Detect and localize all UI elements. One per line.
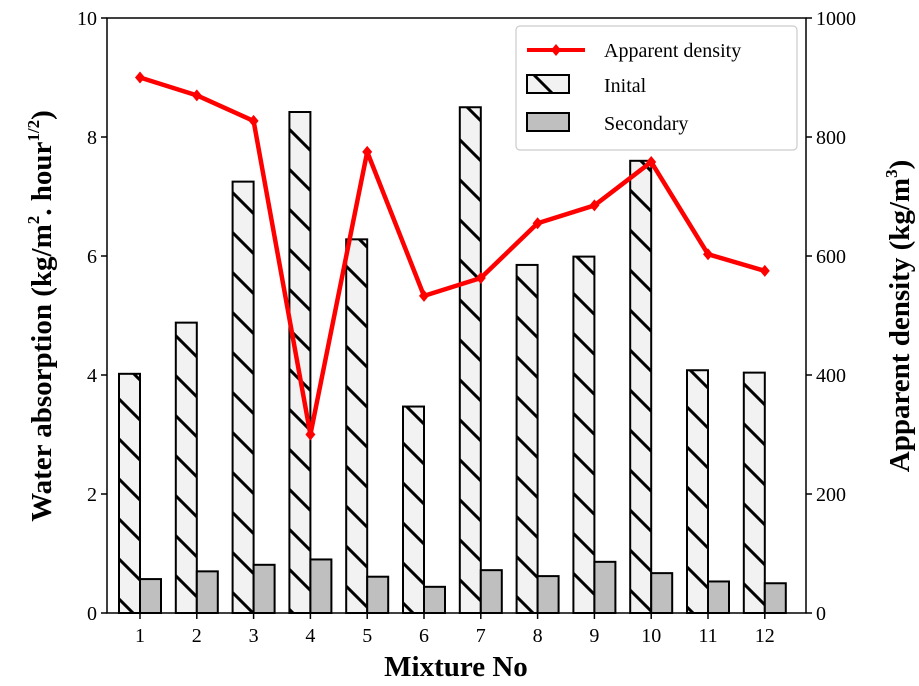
density-point-6 [419,289,429,302]
bar-secondary-9 [593,560,617,615]
bar-secondary-1 [139,578,162,615]
y-axis-right: 0 200 400 600 800 1000 [806,8,856,625]
x-tick-label-1: 1 [135,625,145,647]
bar-initial-10 [629,159,653,615]
legend-frame [515,25,798,151]
bar-initial-1 [118,372,141,614]
y-left-tick-label-4: 4 [87,365,97,387]
density-point-9 [589,199,600,212]
x-tick-label-5: 5 [362,625,372,647]
density-point-4 [305,428,316,441]
bar-secondary-7 [479,569,503,614]
bar-initial-2 [174,321,198,614]
density-point-1 [135,71,145,84]
bar-initial-7 [458,106,482,614]
x-tick-label-2: 2 [192,625,202,647]
initial-bars [118,106,766,615]
y-right-tick-label-0: 0 [816,603,826,625]
density-point-12 [759,264,770,277]
y-right-tick-label-800: 800 [816,127,846,149]
density-point-7 [475,272,486,285]
y-right-tick-label-400: 400 [816,365,846,387]
density-point-11 [703,248,713,261]
bar-secondary-2 [195,570,219,614]
bar-secondary-3 [252,563,276,614]
x-tick-label-10: 10 [641,625,661,647]
x-tick-label-8: 8 [533,625,543,647]
x-tick-label-12: 12 [755,625,775,647]
bar-initial-6 [402,405,425,614]
bar-secondary-4 [309,558,333,615]
bar-initial-3 [231,180,255,614]
bar-secondary-10 [650,572,674,615]
bar-secondary-11 [707,580,730,615]
density-point-8 [532,217,543,230]
bar-initial-11 [686,369,709,614]
x-axis-title: Mixture No [384,651,528,683]
y-axis-left-title: Water absorption (kg/m2. hour1/2) [24,110,58,522]
density-polyline [139,75,766,437]
bar-initial-4 [288,111,312,614]
legend-initial-hatch [532,73,554,95]
bar-secondary-6 [423,585,446,615]
x-tick-label-7: 7 [476,625,486,647]
bar-secondary-5 [366,575,390,615]
y-left-tick-label-2: 2 [87,484,97,506]
y-left-tick-label-6: 6 [87,246,97,268]
bar-initial-9 [572,255,596,614]
y-left-tick-label-0: 0 [87,603,97,625]
y-left-tick-label-10: 10 [77,8,97,30]
x-axis: 1 2 3 4 5 6 7 8 9 10 11 12 [135,613,775,647]
x-tick-label-4: 4 [305,625,315,647]
plot-frame [106,17,807,614]
legend-density-marker [551,44,561,56]
y-right-tick-label-200: 200 [816,484,846,506]
apparent-density-line [135,71,770,441]
secondary-bars [139,558,787,615]
legend: Apparent density Inital Secondary [515,25,798,151]
x-tick-label-6: 6 [419,625,429,647]
x-tick-label-11: 11 [698,625,717,647]
bar-initial-12 [742,371,766,614]
density-point-5 [362,145,373,158]
bar-secondary-8 [536,575,560,614]
y-right-tick-label-1000: 1000 [816,8,856,30]
density-point-10 [646,155,657,168]
legend-density-label: Apparent density [604,40,741,62]
x-tick-label-3: 3 [249,625,259,647]
density-point-2 [191,89,202,102]
legend-initial-label: Inital [604,75,647,97]
bar-secondary-12 [763,582,787,614]
legend-secondary-swatch [526,112,570,132]
legend-secondary-label: Secondary [604,113,688,135]
x-tick-label-9: 9 [589,625,599,647]
bar-initial-5 [345,238,369,614]
y-axis-right-title: Apparent density (kg/m3) [882,160,916,473]
y-axis-left: 0 2 4 6 8 10 [77,8,107,625]
density-point-3 [248,114,259,127]
bar-initial-8 [515,263,539,614]
y-left-tick-label-8: 8 [87,127,97,149]
y-right-tick-label-600: 600 [816,246,846,268]
